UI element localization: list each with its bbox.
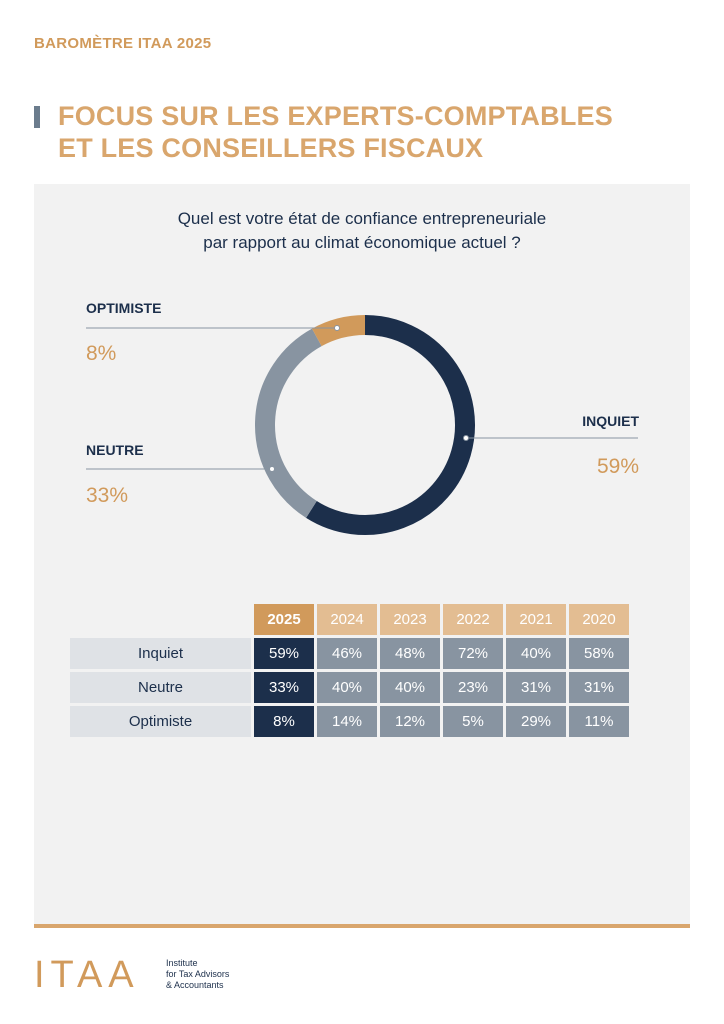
label-inquiet: INQUIET (582, 413, 639, 429)
table-cell: 46% (317, 638, 377, 669)
logo-subtitle-line-3: & Accountants (166, 980, 224, 990)
col-header: 2025 (254, 604, 314, 635)
table-row: Neutre 33% 40% 40% 23% 31% 31% (70, 672, 629, 703)
value-inquiet: 59% (596, 455, 639, 478)
table-cell: 40% (380, 672, 440, 703)
chart-question-line-2: par rapport au climat économique actuel … (203, 233, 521, 252)
report-kicker: BAROMÈTRE ITAA 2025 (34, 35, 212, 52)
table-cell: 33% (254, 672, 314, 703)
chart-panel (34, 184, 690, 924)
table-cell: 14% (317, 706, 377, 737)
logo-subtitle-line-1: Institute (166, 958, 198, 968)
table-cell: 59% (254, 638, 314, 669)
row-label: Optimiste (70, 706, 251, 737)
table-cell: 31% (506, 672, 566, 703)
leader-dot (269, 466, 275, 472)
row-label: Neutre (70, 672, 251, 703)
chart-question-line-1: Quel est votre état de confiance entrepr… (177, 209, 547, 228)
table-cell: 40% (317, 672, 377, 703)
leader-dot (334, 325, 340, 331)
table-cell: 58% (569, 638, 629, 669)
col-header: 2022 (443, 604, 503, 635)
title-accent-bar (34, 106, 40, 128)
leader-dot (463, 435, 469, 441)
chart-question: Quel est votre état de confiance entrepr… (34, 207, 690, 255)
row-label: Inquiet (70, 638, 251, 669)
itaa-logo: ITAA (34, 954, 140, 996)
table-cell: 72% (443, 638, 503, 669)
table-cell: 40% (506, 638, 566, 669)
table-cell: 5% (443, 706, 503, 737)
page-title-line-1: FOCUS SUR LES EXPERTS-COMPTABLES (58, 101, 613, 131)
label-neutre: NEUTRE (86, 442, 144, 458)
col-header: 2024 (317, 604, 377, 635)
label-optimiste: OPTIMISTE (86, 300, 162, 316)
table-row: Inquiet 59% 46% 48% 72% 40% 58% (70, 638, 629, 669)
page-title-line-2: ET LES CONSEILLERS FISCAUX (58, 133, 484, 163)
slice-neutre (255, 328, 322, 518)
table-cell: 8% (254, 706, 314, 737)
logo-subtitle-line-2: for Tax Advisors (166, 969, 230, 979)
table-cell: 11% (569, 706, 629, 737)
itaa-logo-subtitle: Institute for Tax Advisors & Accountants (166, 958, 229, 991)
table-cell: 12% (380, 706, 440, 737)
table-cell: 31% (569, 672, 629, 703)
col-header: 2020 (569, 604, 629, 635)
footer-divider (34, 924, 690, 928)
table-cell: 29% (506, 706, 566, 737)
table-corner (70, 604, 251, 635)
col-header: 2021 (506, 604, 566, 635)
table-cell: 48% (380, 638, 440, 669)
page-title: FOCUS SUR LES EXPERTS-COMPTABLES ET LES … (58, 100, 613, 164)
history-table: 2025 2024 2023 2022 2021 2020 Inquiet 59… (67, 601, 632, 740)
value-optimiste: 8% (86, 342, 117, 365)
slice-optimiste (312, 315, 366, 347)
col-header: 2023 (380, 604, 440, 635)
table-row: Optimiste 8% 14% 12% 5% 29% 11% (70, 706, 629, 737)
table-header-row: 2025 2024 2023 2022 2021 2020 (70, 604, 629, 635)
value-neutre: 33% (86, 484, 129, 507)
table-cell: 23% (443, 672, 503, 703)
slice-inquiet (306, 315, 475, 535)
